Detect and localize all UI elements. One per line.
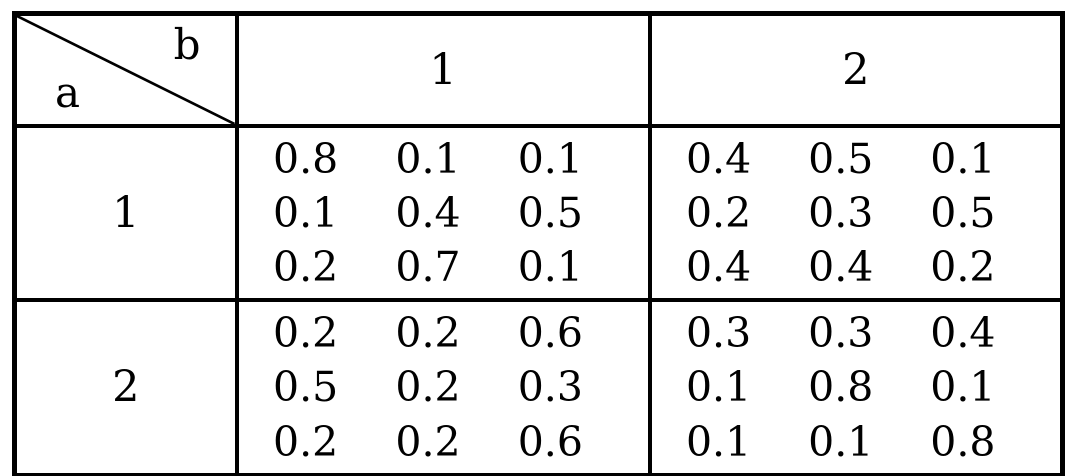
matrix-value: 0.2 — [273, 309, 339, 358]
matrix-a1-b2: 0.4 0.5 0.1 0.2 0.3 0.5 0.4 0.4 0.2 — [652, 128, 1061, 298]
corner-cell-inner: b a — [17, 16, 235, 124]
row-header-a2: 2 — [12, 298, 239, 476]
corner-label-b: b — [173, 20, 201, 69]
matrix-value: 0.4 — [808, 243, 874, 292]
col-header-b2: 2 — [647, 11, 1065, 128]
matrix-value: 0.1 — [685, 363, 752, 412]
matrix-value: 0.3 — [517, 363, 583, 412]
matrix-value: 0.2 — [395, 417, 461, 466]
matrix-value: 0.7 — [395, 243, 461, 292]
matrix-value: 0.1 — [930, 363, 996, 412]
matrix-value: 0.2 — [930, 243, 996, 292]
matrix-value: 0.1 — [273, 189, 339, 238]
matrix-value: 0.1 — [517, 243, 583, 292]
matrix-value: 0.4 — [685, 243, 752, 292]
matrix-value: 0.1 — [517, 135, 583, 183]
matrix-value: 0.8 — [808, 363, 874, 412]
col-header-b1: 1 — [234, 11, 652, 128]
matrix-value: 0.4 — [395, 189, 461, 238]
matrix-value: 0.3 — [808, 189, 874, 238]
diagonal-divider-line — [17, 16, 235, 124]
matrix-value: 0.5 — [517, 189, 583, 238]
matrix-value: 0.3 — [685, 309, 752, 358]
matrix-value: 0.4 — [685, 135, 752, 183]
matrix-value: 0.1 — [808, 417, 874, 466]
matrix-value: 0.2 — [395, 309, 461, 358]
matrix-value: 0.2 — [273, 417, 339, 466]
matrix-value: 0.1 — [930, 135, 996, 183]
matrix-a1-b1: 0.8 0.1 0.1 0.1 0.4 0.5 0.2 0.7 0.1 — [239, 128, 648, 298]
cpt-table: b a 1 2 1 0.8 0.1 0.1 0.1 0.4 0.5 0.2 0.… — [12, 11, 1065, 476]
matrix-value: 0.5 — [930, 189, 996, 238]
matrix-value: 0.5 — [808, 135, 874, 183]
row-header-a1: 1 — [12, 123, 239, 303]
matrix-value: 0.1 — [395, 135, 461, 183]
matrix-value: 0.2 — [685, 189, 752, 238]
corner-label-a: a — [55, 68, 81, 117]
matrix-value: 0.8 — [273, 135, 339, 183]
matrix-value: 0.6 — [517, 417, 583, 466]
matrix-value: 0.6 — [517, 309, 583, 358]
matrix-cell-a1-b2: 0.4 0.5 0.1 0.2 0.3 0.5 0.4 0.4 0.2 — [647, 123, 1065, 303]
matrix-a2-b1: 0.2 0.2 0.6 0.5 0.2 0.3 0.2 0.2 0.6 — [239, 302, 648, 472]
matrix-value: 0.1 — [685, 417, 752, 466]
matrix-value: 0.8 — [930, 417, 996, 466]
matrix-value: 0.3 — [808, 309, 874, 358]
matrix-value: 0.4 — [930, 309, 996, 358]
matrix-a2-b2: 0.3 0.3 0.4 0.1 0.8 0.1 0.1 0.1 0.8 — [652, 302, 1061, 472]
matrix-value: 0.5 — [273, 363, 339, 412]
matrix-cell-a2-b1: 0.2 0.2 0.6 0.5 0.2 0.3 0.2 0.2 0.6 — [234, 298, 652, 476]
corner-cell: b a — [12, 11, 239, 128]
matrix-cell-a2-b2: 0.3 0.3 0.4 0.1 0.8 0.1 0.1 0.1 0.8 — [647, 298, 1065, 476]
matrix-cell-a1-b1: 0.8 0.1 0.1 0.1 0.4 0.5 0.2 0.7 0.1 — [234, 123, 652, 303]
matrix-value: 0.2 — [273, 243, 339, 292]
matrix-value: 0.2 — [395, 363, 461, 412]
